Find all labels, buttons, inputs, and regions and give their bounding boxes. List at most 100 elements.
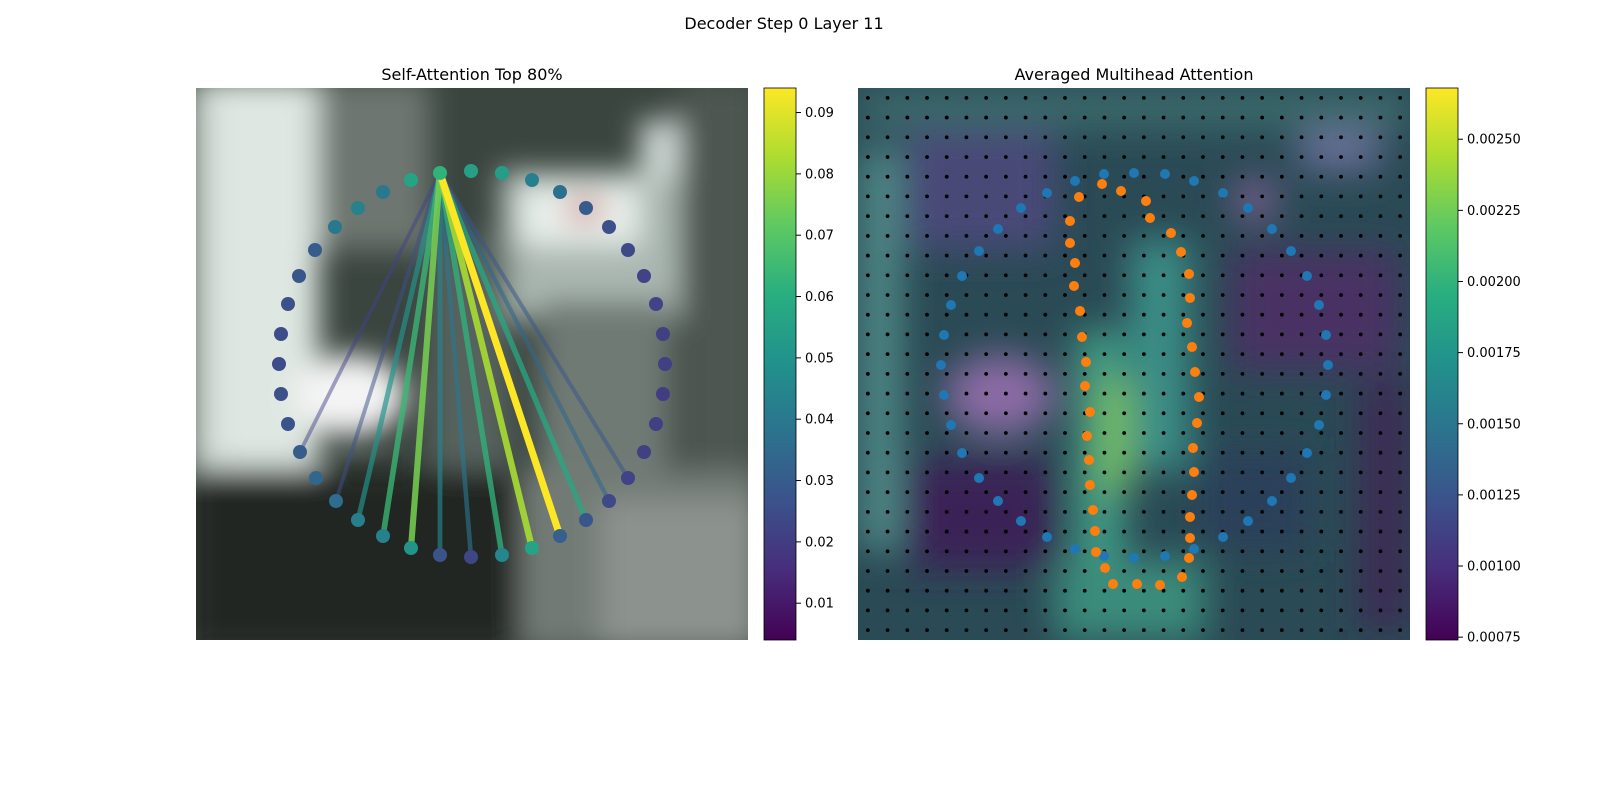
grid-dot: [905, 588, 910, 593]
grid-dot: [885, 608, 890, 613]
grid-dot: [1023, 332, 1028, 337]
grid-dot: [1240, 214, 1245, 219]
grid-dot: [1161, 411, 1166, 416]
attention-point: [351, 513, 365, 527]
grid-dot: [1122, 233, 1127, 238]
grid-dot: [1358, 588, 1363, 593]
grid-dot: [1102, 95, 1107, 100]
attention-line: [437, 170, 612, 504]
grid-dot: [1201, 628, 1205, 633]
colorbar-tick-label: 0.00125: [1467, 488, 1521, 503]
grid-dot: [1339, 312, 1343, 317]
grid-dot: [1043, 253, 1048, 258]
blue-point: [1267, 496, 1277, 506]
grid-dot: [1181, 588, 1186, 593]
grid-dot: [1043, 588, 1048, 593]
left-colorbar: 0.01 0.02 0.03 0.04 0.05 0.06 0.07 0.08 0.09: [763, 87, 834, 641]
colorbar-tick-label: 0.00100: [1467, 560, 1521, 575]
grid-dot: [1161, 293, 1166, 297]
grid-dot: [1240, 293, 1245, 297]
grid-dot: [1003, 569, 1008, 573]
orange-point: [1132, 579, 1142, 589]
grid-dot: [1260, 155, 1265, 159]
grid-dot: [1220, 332, 1225, 337]
grid-dot: [1181, 352, 1186, 357]
grid-dot: [1378, 628, 1383, 633]
grid-dot: [1082, 115, 1087, 120]
grid-dot: [944, 312, 949, 317]
grid-dot: [1161, 135, 1166, 140]
grid-dot: [1240, 529, 1245, 534]
orange-point: [1187, 490, 1197, 500]
grid-dot: [1378, 371, 1383, 376]
grid-dot: [1279, 312, 1284, 317]
orange-sampling-points: [1065, 179, 1204, 590]
colorbar-tick-label: 0.06: [805, 290, 834, 305]
grid-dot: [885, 332, 890, 337]
grid-dot: [1063, 490, 1067, 495]
attention-point: [553, 529, 567, 543]
grid-dot: [1201, 273, 1205, 278]
grid-dot: [1063, 509, 1067, 514]
grid-dot: [1063, 549, 1067, 554]
grid-dot: [1240, 135, 1245, 140]
grid-dot: [964, 549, 969, 554]
grid-dot: [1299, 509, 1304, 514]
attention-lines: [298, 169, 631, 560]
grid-dot: [925, 588, 929, 593]
grid-dot: [1398, 352, 1403, 357]
orange-point: [1182, 318, 1192, 328]
orange-point: [1187, 342, 1197, 352]
grid-dot: [1398, 214, 1403, 219]
grid-dot: [1358, 135, 1363, 140]
grid-dot: [1378, 332, 1383, 337]
grid-dot: [1201, 371, 1205, 376]
grid-dot: [984, 411, 989, 416]
blue-point: [957, 271, 967, 281]
grid-dot: [1102, 509, 1107, 514]
blue-point: [1218, 188, 1228, 198]
grid-dot: [984, 352, 989, 357]
grid-dot: [984, 115, 989, 120]
grid-dot: [1339, 608, 1343, 613]
orange-point: [1085, 480, 1095, 490]
grid-dot: [1358, 371, 1363, 376]
attention-point: [328, 220, 342, 234]
attention-point: [272, 357, 286, 371]
attention-line: [436, 169, 564, 540]
grid-dot: [1378, 352, 1383, 357]
grid-dot: [944, 233, 949, 238]
grid-dot: [925, 115, 929, 120]
grid-dot: [1082, 588, 1087, 593]
grid-dot: [1003, 155, 1008, 159]
grid-dot: [964, 588, 969, 593]
grid-dot: [1260, 470, 1265, 475]
blue-point: [946, 300, 956, 310]
grid-dot: [1063, 608, 1067, 613]
grid-dot: [1003, 273, 1008, 278]
grid-dot: [1023, 529, 1028, 534]
grid-dot: [1141, 608, 1146, 613]
grid-dot: [1082, 608, 1087, 613]
grid-dot: [1063, 155, 1067, 159]
grid-dot: [905, 273, 910, 278]
grid-dot: [1240, 431, 1245, 435]
grid-dot: [1043, 608, 1048, 613]
grid-dot: [925, 450, 929, 455]
grid-dot: [1279, 352, 1284, 357]
grid-dot: [1279, 115, 1284, 120]
grid-dot: [1260, 608, 1265, 613]
grid-dot: [925, 569, 929, 573]
grid-dot: [1122, 470, 1127, 475]
grid-dot: [865, 588, 870, 593]
grid-dot: [944, 194, 949, 199]
grid-dot: [865, 233, 870, 238]
grid-dot: [964, 233, 969, 238]
grid-dot: [1240, 312, 1245, 317]
attention-point: [281, 297, 295, 311]
grid-dot: [1141, 155, 1146, 159]
grid-dot: [1181, 608, 1186, 613]
grid-dot: [944, 174, 949, 179]
grid-dot: [1220, 431, 1225, 435]
grid-dot: [1299, 569, 1304, 573]
